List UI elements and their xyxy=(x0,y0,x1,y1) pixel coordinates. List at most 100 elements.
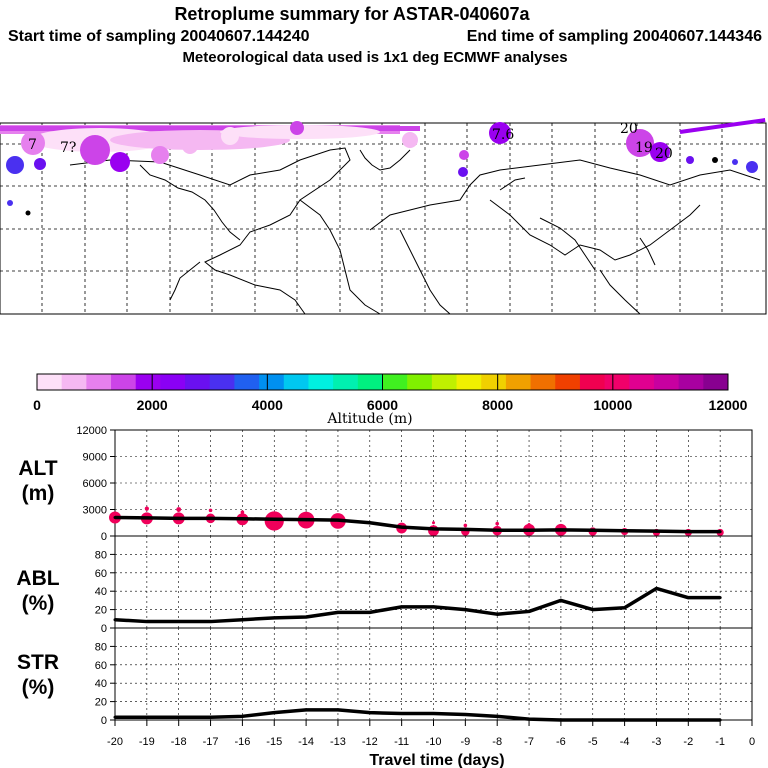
colorbar-swatch xyxy=(357,374,383,390)
colorbar-swatch xyxy=(604,374,630,390)
data-point xyxy=(113,715,117,719)
data-point xyxy=(432,712,435,716)
data-point xyxy=(145,715,149,719)
colorbar-swatch xyxy=(678,374,704,390)
altitude-colorbar: 0 2000 4000 6000 8000 10000 12000 xyxy=(33,373,748,413)
data-point xyxy=(368,610,372,614)
data-point xyxy=(432,605,435,609)
data-point xyxy=(304,518,308,522)
plume-labels: 7 20 19 20 7.6 7? xyxy=(28,121,673,162)
end-time: End time of sampling 20040607.144346 xyxy=(467,28,762,45)
data-point xyxy=(209,516,213,520)
data-point xyxy=(145,620,149,624)
altitude-bubble xyxy=(495,521,500,526)
data-point xyxy=(209,620,213,624)
data-point xyxy=(463,608,467,612)
y-tick-label: 0 xyxy=(101,623,107,635)
plume-marker xyxy=(21,131,45,155)
colorbar-swatch xyxy=(407,374,433,390)
colorbar-swatch xyxy=(160,374,186,390)
y-tick-label: 12000 xyxy=(76,425,107,437)
map-label: 19 xyxy=(635,140,653,156)
x-tick-label: -19 xyxy=(139,736,155,748)
colorbar-label: Altitude (m) xyxy=(326,411,412,427)
x-tick-label: -6 xyxy=(556,736,566,748)
data-point xyxy=(272,711,276,715)
altitude-bubble xyxy=(144,506,149,511)
data-point xyxy=(559,528,563,532)
plume-band-core xyxy=(0,126,420,131)
data-point xyxy=(177,715,181,719)
data-point xyxy=(177,620,181,624)
map-label: 20 xyxy=(655,146,673,162)
data-point xyxy=(527,609,531,613)
colorbar-swatch xyxy=(703,374,729,390)
data-point xyxy=(718,596,722,600)
colorbar-swatch xyxy=(431,374,458,390)
data-point xyxy=(654,529,658,533)
met-data-note: Meteorological data used is 1x1 deg ECMW… xyxy=(182,49,567,66)
y-tick-label: 9000 xyxy=(83,452,107,464)
data-point xyxy=(623,606,627,610)
colorbar-swatch xyxy=(333,374,359,390)
colorbar-swatch xyxy=(653,374,680,390)
x-tick-label: -13 xyxy=(330,736,346,748)
series-line xyxy=(114,515,721,534)
y-tick-label: 60 xyxy=(95,568,107,580)
x-tick-label: -2 xyxy=(683,736,693,748)
alt-label: ALT xyxy=(18,457,57,480)
data-point xyxy=(272,616,276,620)
y-tick-label: 60 xyxy=(95,660,107,672)
x-tick-label: -10 xyxy=(426,736,442,748)
data-point xyxy=(336,518,340,522)
str-unit: (%) xyxy=(22,676,55,699)
data-point xyxy=(304,615,308,619)
colorbar-swatch xyxy=(308,374,334,390)
x-tick-label: -1 xyxy=(715,736,725,748)
colorbar-swatch xyxy=(209,374,235,390)
data-point xyxy=(591,608,595,612)
map-label: 20 xyxy=(620,121,638,137)
data-point xyxy=(400,712,404,716)
map-panel: 7 20 19 20 7.6 7? xyxy=(0,118,767,315)
x-tick-label: -3 xyxy=(652,736,662,748)
x-tick-label: 0 xyxy=(749,736,755,748)
y-tick-label: 6000 xyxy=(83,478,107,490)
series-line xyxy=(114,586,721,624)
x-tick-label: -9 xyxy=(460,736,470,748)
data-point xyxy=(304,708,308,712)
data-point xyxy=(400,605,404,609)
y-tick-label: 40 xyxy=(95,586,107,598)
colorbar-swatch xyxy=(530,374,556,390)
colorbar-tick-label: 10000 xyxy=(593,397,632,413)
x-tick-label: -18 xyxy=(171,736,187,748)
chart-panels: 030006000900012000020406080020406080-20-… xyxy=(76,425,755,748)
data-point xyxy=(623,529,627,533)
colorbar-swatch xyxy=(382,374,408,390)
data-point xyxy=(432,527,435,531)
colorbar-swatch xyxy=(456,374,482,390)
data-point xyxy=(209,715,213,719)
colorbar-tick-label: 6000 xyxy=(367,397,398,413)
x-tick-label: -16 xyxy=(234,736,250,748)
x-tick-label: -17 xyxy=(203,736,219,748)
data-point xyxy=(686,530,690,534)
data-point xyxy=(495,528,499,532)
x-axis-label: Travel time (days) xyxy=(369,752,504,768)
data-point xyxy=(654,586,658,590)
data-point xyxy=(113,515,117,519)
altitude-bubble xyxy=(176,507,182,512)
colorbar-tick-label: 4000 xyxy=(252,397,283,413)
y-tick-label: 40 xyxy=(95,678,107,690)
colorbar-swatch xyxy=(259,374,285,390)
x-tick-label: -7 xyxy=(524,736,534,748)
y-tick-label: 0 xyxy=(101,715,107,727)
abl-label: ABL xyxy=(16,567,59,590)
colorbar-swatch xyxy=(37,374,63,390)
series-line xyxy=(115,708,721,722)
colorbar-swatch xyxy=(505,374,532,390)
plume-clusters xyxy=(0,118,766,216)
altitude-bubble xyxy=(527,523,531,527)
data-point xyxy=(559,598,563,602)
